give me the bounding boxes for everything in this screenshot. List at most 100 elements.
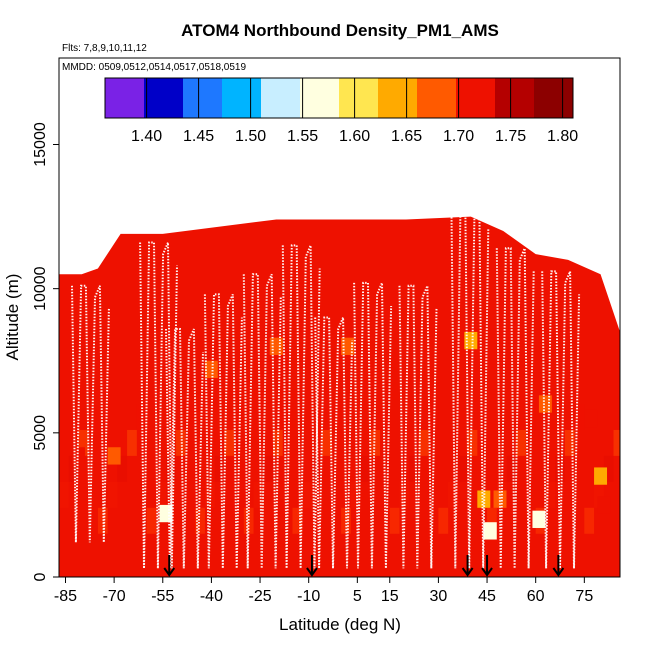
flight-track bbox=[242, 273, 282, 569]
colorbar-tick-label: 1.65 bbox=[391, 128, 422, 145]
x-axis-label: Latitude (deg N) bbox=[279, 615, 401, 634]
colorbar-swatch bbox=[378, 78, 418, 118]
dates-subtitle: MMDD: 0509,0512,0514,0517,0518,0519 bbox=[62, 62, 246, 73]
density-cell bbox=[107, 447, 121, 465]
x-tick-label: 45 bbox=[478, 588, 496, 605]
density-cell bbox=[341, 337, 355, 355]
x-tick-label: -40 bbox=[200, 588, 223, 605]
x-tick-label: -25 bbox=[248, 588, 271, 605]
marker-arrowhead bbox=[552, 567, 565, 577]
colorbar-swatch bbox=[183, 78, 223, 118]
density-column bbox=[448, 481, 458, 508]
y-axis-label: Altitude (m) bbox=[3, 274, 22, 361]
density-column bbox=[78, 429, 89, 456]
density-cell bbox=[493, 490, 507, 508]
density-cell bbox=[91, 447, 105, 465]
y-tick-label: 0 bbox=[32, 572, 49, 581]
flight-track bbox=[71, 284, 110, 543]
density-column bbox=[117, 455, 128, 482]
density-column bbox=[214, 455, 225, 482]
x-tick-label: -10 bbox=[297, 588, 320, 605]
flight-track bbox=[450, 204, 490, 569]
density-column bbox=[613, 429, 620, 456]
density-cell bbox=[269, 337, 283, 355]
x-tick-label: -55 bbox=[151, 588, 174, 605]
density-column bbox=[68, 455, 79, 482]
density-column bbox=[204, 481, 215, 508]
density-column bbox=[156, 481, 167, 508]
density-column bbox=[506, 455, 517, 482]
flight-track bbox=[495, 247, 535, 569]
density-column bbox=[360, 455, 371, 482]
marker-arrowhead bbox=[163, 567, 176, 577]
density-column bbox=[107, 481, 118, 508]
density-column bbox=[282, 404, 293, 430]
colorbar-tick-label: 1.60 bbox=[339, 128, 370, 145]
colorbar-swatch bbox=[495, 78, 535, 118]
density-column bbox=[302, 481, 312, 508]
y-tick-label: 10000 bbox=[32, 266, 49, 311]
density-column bbox=[59, 481, 69, 508]
density-column bbox=[292, 507, 303, 534]
density-column bbox=[321, 429, 332, 456]
x-tick-label: 30 bbox=[430, 588, 448, 605]
density-column bbox=[467, 429, 478, 456]
density-column bbox=[603, 455, 614, 482]
density-cell bbox=[477, 490, 491, 508]
density-column bbox=[399, 481, 410, 508]
flight-track bbox=[541, 270, 581, 569]
density-column bbox=[457, 455, 468, 482]
density-column bbox=[380, 404, 390, 430]
density-column bbox=[584, 507, 595, 534]
flight-track bbox=[203, 293, 243, 569]
flight-tracks bbox=[71, 204, 581, 569]
density-column bbox=[516, 429, 526, 456]
x-axis: -85 -70 -55 -40 -25 -10 5 15 30 45 60 75 bbox=[54, 577, 593, 605]
density-column bbox=[370, 429, 381, 456]
density-cell bbox=[483, 522, 497, 540]
colorbar-tick-label: 1.50 bbox=[235, 128, 266, 145]
y-tick-label: 15000 bbox=[32, 122, 49, 167]
colorbar-tick-label: 1.40 bbox=[131, 128, 162, 145]
density-cell bbox=[532, 510, 546, 528]
plot-frame bbox=[58, 57, 621, 578]
density-column bbox=[195, 507, 205, 534]
density-cell bbox=[464, 331, 478, 350]
density-column bbox=[564, 429, 575, 456]
chart-title: ATOM4 Northbound Density_PM1_AMS bbox=[181, 21, 499, 40]
colorbar-swatch bbox=[456, 78, 496, 118]
y-axis: 0 5000 10000 15000 bbox=[32, 122, 59, 581]
density-column bbox=[127, 429, 137, 456]
marker-arrowhead bbox=[481, 567, 493, 577]
colorbar-swatch bbox=[105, 78, 145, 118]
flight-track bbox=[353, 281, 393, 569]
x-tick-label: 15 bbox=[381, 588, 399, 605]
x-tick-label: 75 bbox=[575, 588, 593, 605]
colorbar-swatch bbox=[222, 78, 262, 118]
density-column bbox=[146, 507, 157, 534]
density-cell bbox=[172, 499, 186, 517]
flights-subtitle: Flts: 7,8,9,10,11,12 bbox=[62, 43, 147, 54]
flight-track bbox=[281, 244, 321, 569]
density-column bbox=[574, 404, 585, 430]
density-column bbox=[243, 507, 254, 534]
colorbar-swatch bbox=[534, 78, 574, 118]
plot-area bbox=[59, 204, 620, 577]
density-column bbox=[263, 455, 274, 482]
density-cell bbox=[594, 467, 608, 485]
profile-markers bbox=[163, 555, 565, 577]
density-column bbox=[594, 481, 604, 508]
density-column bbox=[555, 455, 565, 482]
colorbar-tick-label: 1.55 bbox=[287, 128, 318, 145]
density-column bbox=[545, 481, 556, 508]
density-column bbox=[487, 507, 497, 534]
colorbar-tick-label: 1.70 bbox=[443, 128, 474, 145]
density-column bbox=[438, 507, 449, 534]
density-column bbox=[253, 481, 264, 508]
density-column bbox=[389, 507, 400, 534]
colorbar-tick-label: 1.45 bbox=[183, 128, 214, 145]
density-cell bbox=[204, 360, 218, 379]
colorbar-tick-label: 1.80 bbox=[547, 128, 578, 145]
y-tick-label: 5000 bbox=[32, 415, 49, 451]
